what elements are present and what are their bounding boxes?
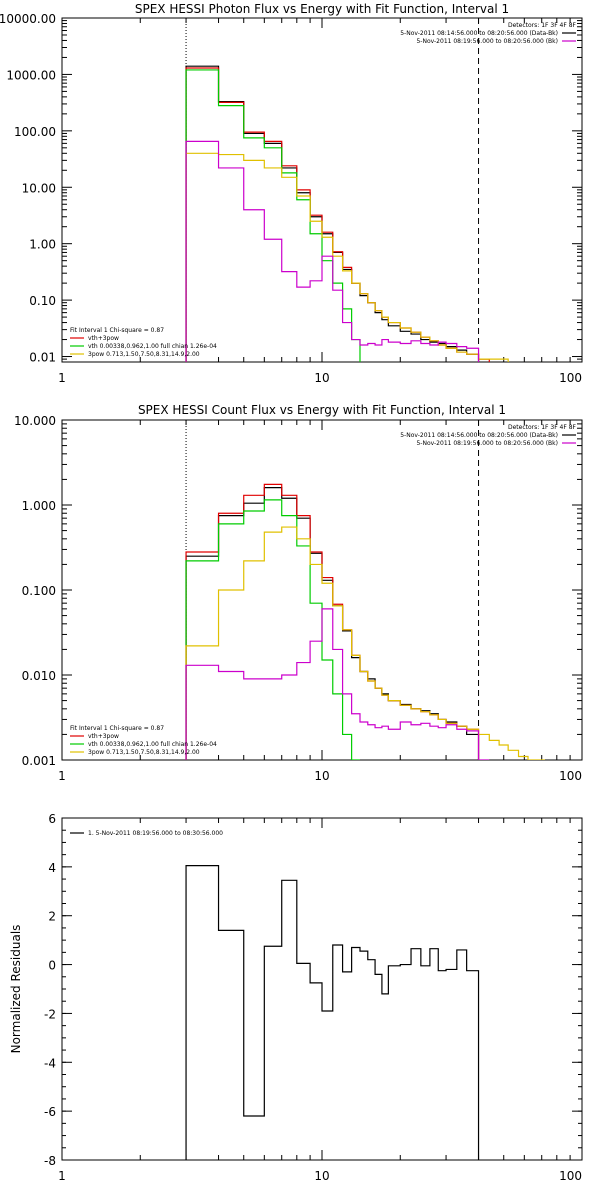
plot-frame — [61, 17, 583, 363]
legend-header: Detectors: 1F 3F 4F 8F — [508, 22, 577, 29]
x-tick-label: 1 — [58, 769, 66, 783]
y-tick-label: 0.01 — [29, 351, 56, 365]
legend-entry: 3pow 0.713,1.50,7.50,8.31,14.9,2.00 — [88, 351, 200, 358]
series-1-histogram — [185, 865, 480, 1160]
x-tick-label: 100 — [559, 1169, 582, 1183]
y-tick-label: -4 — [44, 1056, 56, 1070]
legend-header: Fit Interval 1 Chi-square = 0.87 — [70, 327, 164, 334]
y-tick-label: -8 — [44, 1154, 56, 1168]
series-3-histogram — [185, 499, 360, 760]
y-tick-label: 1.000 — [22, 499, 56, 513]
data-area — [185, 865, 480, 1160]
series-3-histogram — [185, 69, 361, 362]
x-tick-label: 1 — [58, 371, 66, 385]
y-tick-label: 0 — [48, 959, 56, 973]
x-tick-label: 10 — [314, 769, 329, 783]
legend-entry: vth 0.00338,0.962,1.00 full chian 1.26e-… — [88, 343, 217, 350]
y-tick-label: 4 — [48, 861, 56, 875]
y-tick-label: 0.001 — [22, 754, 56, 768]
legend-entry: vth 0.00338,0.962,1.00 full chian 1.26e-… — [88, 741, 217, 748]
y-tick-label: 0.10 — [29, 294, 56, 308]
y-tick-label: -2 — [44, 1007, 56, 1021]
y-tick-label: 6 — [48, 812, 56, 826]
y-tick-label: 0.100 — [22, 584, 56, 598]
y-tick-label: 10000.00 — [0, 12, 56, 26]
y-tick-label: 1.00 — [29, 238, 56, 252]
legend-tr: Detectors: 1F 3F 4F 8F5-Nov-2011 08:14:5… — [400, 22, 576, 45]
series-4-histogram — [185, 152, 509, 362]
x-tick-label: 10 — [314, 1169, 329, 1183]
data-area — [185, 420, 545, 760]
legend-header: Detectors: 1F 3F 4F 8F — [508, 424, 577, 431]
x-tick-label: 10 — [314, 371, 329, 385]
chart-panel-1: SPEX HESSI Photon Flux vs Energy with Fi… — [0, 2, 583, 385]
y-tick-label: 2 — [48, 910, 56, 924]
series-5-histogram — [185, 608, 490, 760]
y-tick-label: 10.000 — [14, 414, 56, 428]
legend-tl: 1. 5-Nov-2011 08:19:56.000 to 08:30:56.0… — [70, 830, 223, 837]
x-tick-label: 1 — [58, 1169, 66, 1183]
chart-panel-2: SPEX HESSI Count Flux vs Energy with Fit… — [14, 403, 583, 783]
series-1-histogram — [185, 65, 480, 362]
y-axis-label: Normalized Residuals — [9, 925, 23, 1054]
series-4-histogram — [185, 526, 545, 760]
plot-frame — [61, 419, 583, 761]
chart-title: SPEX HESSI Photon Flux vs Energy with Fi… — [135, 2, 509, 16]
y-tick-label: 10.00 — [22, 181, 56, 195]
chart-panel-3: 1 10 100 -8 -6 -4 -2 0 2 4 6 Normalized Residuals 1.… — [9, 812, 583, 1183]
y-tick-label: 0.010 — [22, 669, 56, 683]
legend-entry: vth+3pow — [88, 733, 119, 740]
y-tick-label: 100.00 — [14, 125, 56, 139]
x-tick-label: 100 — [559, 769, 582, 783]
legend-entry: 5-Nov-2011 08:14:56.000 to 08:20:56.000 … — [400, 30, 558, 37]
legend-entry: vth+3pow — [88, 335, 119, 342]
x-tick-label: 100 — [559, 371, 582, 385]
chart-title: SPEX HESSI Count Flux vs Energy with Fit… — [138, 403, 506, 417]
legend-entry: 5-Nov-2011 08:19:56.000 to 08:20:56.000 … — [416, 440, 558, 447]
series-5-histogram — [185, 140, 480, 362]
y-tick-label: -6 — [44, 1105, 56, 1119]
legend-entry: 5-Nov-2011 08:14:56.000 to 08:20:56.000 … — [400, 432, 558, 439]
legend-entry: 5-Nov-2011 08:19:56.000 to 08:20:56.000 … — [416, 38, 558, 45]
series-2-histogram — [185, 67, 490, 362]
legend-header: Fit Interval 1 Chi-square = 0.87 — [70, 725, 164, 732]
legend-bl: Fit Interval 1 Chi-square = 0.87vth+3pow… — [70, 725, 217, 756]
legend-tr: Detectors: 1F 3F 4F 8F5-Nov-2011 08:14:5… — [400, 424, 576, 447]
legend-bl: Fit Interval 1 Chi-square = 0.87vth+3pow… — [70, 327, 217, 358]
data-area — [185, 18, 509, 362]
y-tick-label: 1000.00 — [6, 68, 56, 82]
legend-entry: 1. 5-Nov-2011 08:19:56.000 to 08:30:56.0… — [88, 830, 223, 837]
legend-entry: 3pow 0.713,1.50,7.50,8.31,14.9,2.00 — [88, 749, 200, 756]
